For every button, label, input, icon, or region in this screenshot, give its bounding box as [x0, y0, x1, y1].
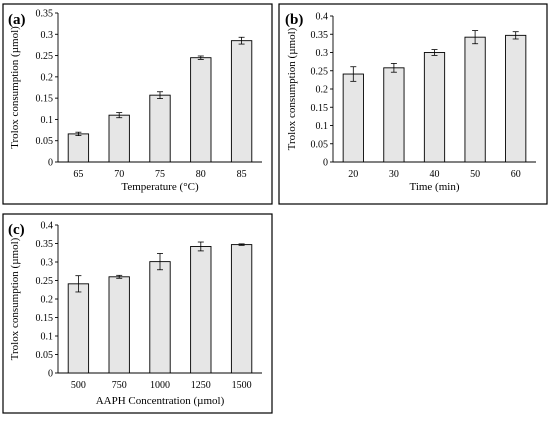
- x-tick-label: 30: [389, 169, 399, 180]
- x-tick-label: 70: [114, 169, 124, 180]
- y-tick-label: 0.2: [41, 295, 54, 306]
- y-tick-label: 0.15: [311, 103, 329, 114]
- error-bar: [350, 66, 357, 82]
- y-axis-title: Trolox consumption (µmol): [9, 26, 21, 149]
- x-tick-label: 65: [73, 169, 83, 180]
- y-tick-label: 0.4: [316, 12, 329, 23]
- error-bar: [512, 31, 519, 40]
- chart-panel-1: (a) 0 0.05 0.1 0.15 0.2 0.25 0.3 0.35 65 70 75 80 85 T…: [2, 3, 273, 205]
- x-tick-label: 1250: [191, 380, 211, 391]
- error-bar: [157, 91, 163, 99]
- x-tick-label: 50: [470, 169, 480, 180]
- y-tick-label: 0: [48, 369, 53, 380]
- bar: [149, 261, 171, 374]
- error-bar: [157, 253, 163, 271]
- y-tick-label: 0.05: [36, 136, 54, 147]
- y-tick-label: 0.25: [36, 51, 54, 62]
- bar: [342, 73, 364, 163]
- bar: [464, 36, 486, 163]
- x-tick-label: 40: [430, 169, 440, 180]
- bar: [383, 67, 405, 163]
- x-tick-label: 20: [348, 169, 358, 180]
- bar: [149, 94, 171, 163]
- error-bar: [116, 112, 123, 119]
- error-bar: [75, 275, 82, 293]
- y-tick-label: 0.2: [316, 85, 329, 96]
- x-tick-label: 1500: [232, 380, 252, 391]
- x-tick-label: 500: [71, 380, 86, 391]
- y-tick-label: 0.35: [311, 30, 329, 41]
- error-bar: [431, 49, 438, 56]
- error-bar: [75, 131, 82, 137]
- bar: [108, 276, 130, 374]
- panel-frame: [278, 3, 548, 205]
- panel-frame: [2, 3, 273, 205]
- x-tick-label: 80: [196, 169, 206, 180]
- y-axis-title: Trolox consumption (µmol): [286, 27, 298, 150]
- panel-frame: [2, 213, 273, 414]
- chart-panel-2: (b) 0 0.05 0.1 0.15 0.2 0.25 0.3 0.35 0.4 20 30 40 50…: [278, 3, 548, 205]
- error-bar: [472, 30, 479, 45]
- x-tick-label: 85: [237, 169, 247, 180]
- x-tick-label: 750: [112, 380, 127, 391]
- chart-panel-3: (c) 0 0.05 0.1 0.15 0.2 0.25 0.3 0.35 0.4 500 750 10…: [2, 213, 273, 414]
- bar: [230, 244, 253, 374]
- y-tick-label: 0.1: [41, 115, 54, 126]
- x-axis-title: Temperature (°C): [121, 181, 199, 193]
- error-bar: [197, 241, 204, 252]
- bar: [108, 114, 130, 163]
- y-tick-label: 0.3: [41, 30, 54, 41]
- bar: [190, 57, 212, 163]
- y-axis-title: Trolox consumption (µmol): [9, 237, 21, 360]
- y-tick-label: 0.3: [316, 48, 329, 59]
- bar: [190, 246, 212, 374]
- panel-letter: (c): [8, 222, 25, 238]
- bar: [230, 40, 253, 163]
- bar: [67, 283, 90, 374]
- y-tick-label: 0.1: [316, 121, 329, 132]
- x-tick-label: 75: [155, 169, 165, 180]
- y-tick-label: 0.05: [311, 139, 329, 150]
- error-bar: [197, 55, 204, 60]
- x-axis-title: AAPH Concentration (µmol): [96, 395, 225, 407]
- bar: [67, 133, 90, 163]
- y-tick-label: 0.4: [41, 221, 54, 232]
- y-tick-label: 0.05: [36, 350, 54, 361]
- error-bar: [390, 63, 397, 73]
- y-tick-label: 0.3: [41, 258, 54, 269]
- panel-letter: (b): [285, 12, 303, 28]
- x-tick-label: 1000: [150, 380, 170, 391]
- bar: [423, 52, 446, 163]
- y-tick-label: 0: [323, 158, 328, 169]
- panel-letter: (a): [8, 12, 26, 28]
- y-tick-label: 0.2: [41, 72, 54, 83]
- y-tick-label: 0.25: [311, 66, 329, 77]
- x-tick-label: 60: [511, 169, 521, 180]
- y-tick-label: 0.35: [36, 239, 54, 250]
- error-bar: [238, 243, 245, 246]
- error-bar: [238, 36, 245, 45]
- y-tick-label: 0.25: [36, 276, 54, 287]
- y-tick-label: 0.15: [36, 313, 54, 324]
- y-tick-label: 0.35: [36, 9, 54, 20]
- y-tick-label: 0.1: [41, 332, 54, 343]
- bar: [505, 34, 527, 163]
- x-axis-title: Time (min): [409, 181, 459, 193]
- y-tick-label: 0.15: [36, 94, 54, 105]
- error-bar: [116, 274, 123, 279]
- y-tick-label: 0: [48, 158, 53, 169]
